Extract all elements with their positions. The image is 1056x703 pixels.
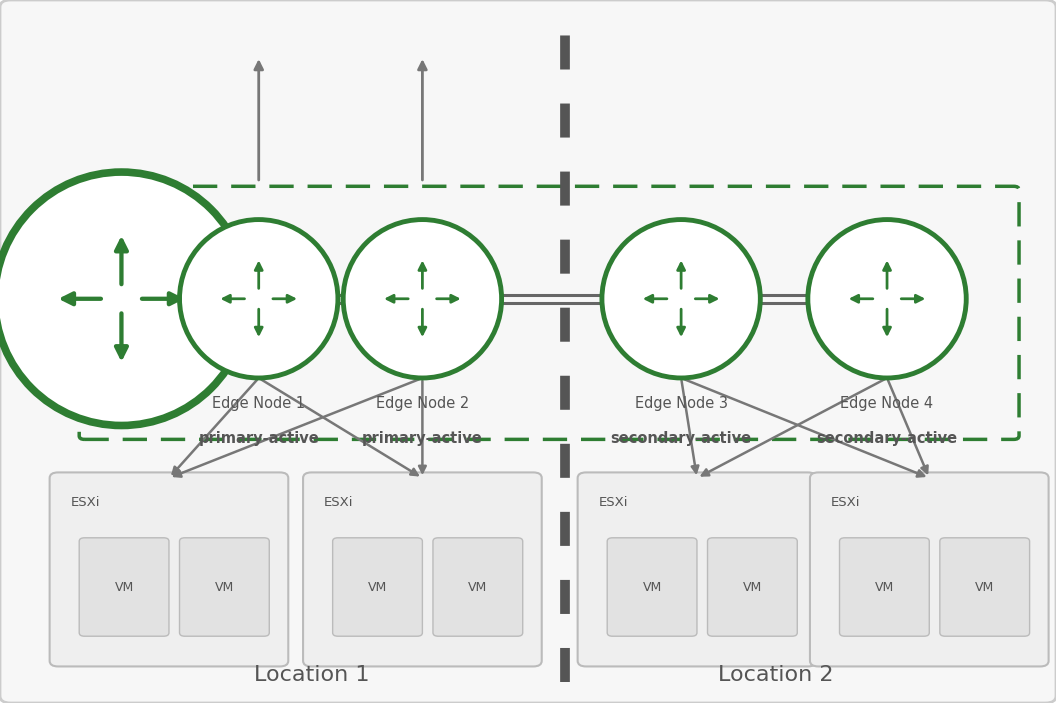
FancyBboxPatch shape (50, 472, 288, 666)
Text: Edge Node 4: Edge Node 4 (841, 396, 934, 411)
FancyBboxPatch shape (303, 472, 542, 666)
Text: Location 1: Location 1 (253, 666, 370, 685)
FancyBboxPatch shape (708, 538, 797, 636)
Text: VM: VM (874, 581, 894, 593)
Text: VM: VM (114, 581, 134, 593)
Text: Edge Node 2: Edge Node 2 (376, 396, 469, 411)
Text: VM: VM (742, 581, 762, 593)
Text: primary-active: primary-active (199, 431, 319, 446)
Text: Edge Node 1: Edge Node 1 (212, 396, 305, 411)
FancyBboxPatch shape (840, 538, 929, 636)
Text: ESXi: ESXi (831, 496, 861, 508)
Text: secondary-active: secondary-active (816, 431, 958, 446)
Text: primary-active: primary-active (362, 431, 483, 446)
Ellipse shape (0, 172, 248, 425)
FancyBboxPatch shape (79, 538, 169, 636)
Ellipse shape (808, 219, 966, 378)
Text: ESXi: ESXi (324, 496, 354, 508)
FancyBboxPatch shape (578, 472, 816, 666)
Ellipse shape (602, 219, 760, 378)
FancyBboxPatch shape (940, 538, 1030, 636)
FancyBboxPatch shape (607, 538, 697, 636)
Text: VM: VM (642, 581, 662, 593)
Text: VM: VM (214, 581, 234, 593)
Text: VM: VM (367, 581, 388, 593)
Text: VM: VM (468, 581, 488, 593)
FancyBboxPatch shape (433, 538, 523, 636)
Text: VM: VM (975, 581, 995, 593)
Ellipse shape (180, 219, 338, 378)
FancyBboxPatch shape (810, 472, 1049, 666)
FancyBboxPatch shape (180, 538, 269, 636)
Text: ESXi: ESXi (71, 496, 100, 508)
Text: Edge Node 3: Edge Node 3 (635, 396, 728, 411)
Text: Location 2: Location 2 (718, 666, 834, 685)
FancyBboxPatch shape (333, 538, 422, 636)
Text: ESXi: ESXi (599, 496, 628, 508)
Text: secondary-active: secondary-active (610, 431, 752, 446)
Ellipse shape (343, 219, 502, 378)
